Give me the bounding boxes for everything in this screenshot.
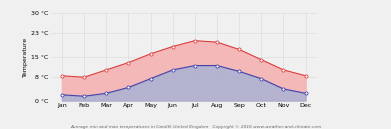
Point [147,53,154,55]
Point [170,46,176,48]
Point [280,69,287,71]
Point [303,92,309,94]
Point [303,75,309,77]
Point [192,40,198,42]
Point [258,78,264,80]
Point [125,86,131,88]
Text: Average min and max temperatures in Cardiff, United Kingdom   Copyright © 2016 w: Average min and max temperatures in Card… [70,125,321,129]
Point [59,75,65,77]
Y-axis label: Temperature: Temperature [23,37,29,77]
Point [214,64,220,67]
Point [280,88,287,90]
Point [192,64,198,67]
Point [125,62,131,64]
Point [81,95,87,97]
Point [59,94,65,96]
Point [236,48,242,50]
Point [103,92,109,94]
Point [103,69,109,71]
Point [147,78,154,80]
Point [236,70,242,72]
Point [214,41,220,43]
Point [81,76,87,78]
Point [258,59,264,61]
Point [170,69,176,71]
